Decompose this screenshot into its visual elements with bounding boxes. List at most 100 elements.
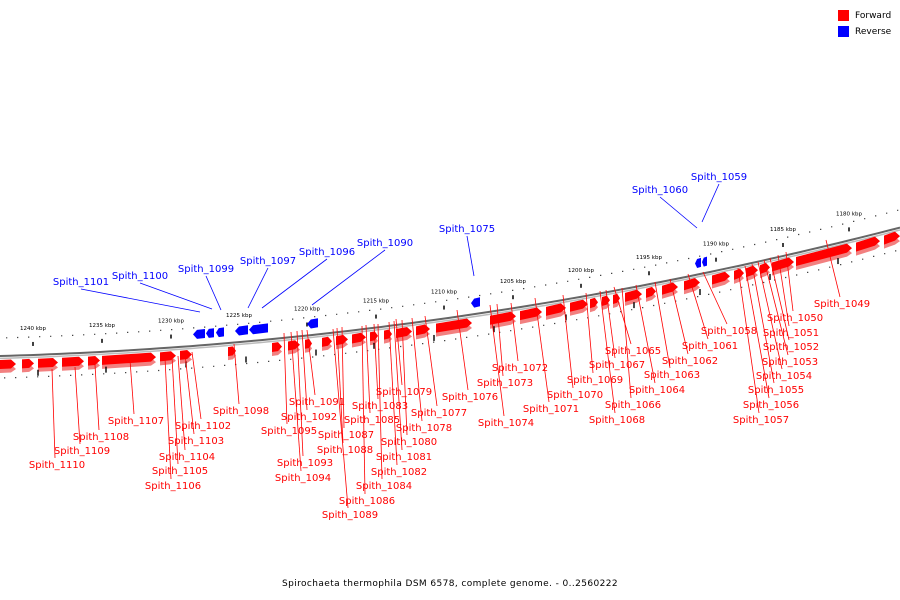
forward-leader [377,323,383,480]
forward-gene-label: Spith_1089 [322,510,378,521]
forward-gene-label: Spith_1109 [54,446,110,457]
forward-gene [796,243,852,267]
forward-leader [365,324,371,414]
forward-leader [456,309,469,391]
forward-gene-label: Spith_1068 [589,415,645,426]
forward-leader [737,267,760,414]
reverse-leader [701,183,720,223]
forward-leader [361,325,366,495]
forward-leader [129,359,135,415]
forward-leader [510,302,519,362]
forward-leader [301,329,308,411]
forward-leader [751,263,775,384]
forward-gene-label: Spith_1055 [748,385,804,396]
reverse-leader [659,196,698,229]
scale-label: 1215 kbp [363,299,389,305]
forward-leader [336,327,344,444]
forward-leader [763,259,789,356]
forward-gene-label: Spith_1091 [289,397,345,408]
forward-leader [424,315,438,407]
forward-gene [62,356,84,367]
forward-gene-label: Spith_1106 [145,481,201,492]
forward-gene-label: Spith_1079 [376,387,432,398]
forward-leader [785,251,794,312]
forward-gene-label: Spith_1061 [682,341,738,352]
reverse-leader [466,235,475,277]
forward-leader [669,278,689,355]
forward-gene-label: Spith_1067 [589,360,645,371]
forward-gene [384,329,392,340]
reverse-swatch [838,26,849,37]
forward-gene [436,318,472,333]
forward-gene-label: Spith_1065 [605,346,661,357]
forward-leader [74,366,81,445]
scale-label: 1235 kbp [89,323,115,329]
legend-item-reverse: Reverse [838,24,898,39]
forward-leader [94,364,100,431]
scale-label: 1180 kbp [836,211,862,217]
scale-label: 1210 kbp [431,290,457,296]
forward-gene-label: Spith_1087 [318,430,374,441]
forward-leader [411,317,423,422]
legend-item-forward: Forward [838,8,898,23]
forward-gene-label: Spith_1088 [317,445,373,456]
forward-leader [757,261,783,370]
reverse-gene [235,325,248,336]
forward-gene-label: Spith_1104 [159,452,215,463]
scale-label: 1190 kbp [703,242,729,248]
forward-leader [393,320,403,451]
forward-gene [0,359,16,369]
forward-gene [180,350,192,360]
forward-gene-label: Spith_1086 [339,496,395,507]
reverse-gene-label: Spith_1100 [112,271,168,282]
forward-gene [570,299,588,312]
reverse-gene-label: Spith_1075 [439,224,495,235]
forward-gene [746,265,758,278]
forward-leader [164,357,172,480]
forward-leader [769,257,790,341]
forward-gene-label: Spith_1105 [152,466,208,477]
forward-gene-label: Spith_1078 [396,423,452,434]
scale-label: 1205 kbp [500,279,526,285]
forward-gene-label: Spith_1080 [381,437,437,448]
forward-gene [760,262,770,275]
forward-gene-label: Spith_1057 [733,415,789,426]
forward-leader [177,355,186,451]
reverse-gene-label: Spith_1099 [178,264,234,275]
legend-label-forward: Forward [855,10,892,21]
forward-leader [777,254,790,327]
forward-leader [401,319,408,436]
forward-gene-label: Spith_1074 [478,418,534,429]
forward-gene-label: Spith_1069 [567,375,623,386]
reverse-gene-label: Spith_1059 [691,172,747,183]
forward-gene [884,231,900,245]
scale-label: 1220 kbp [294,306,320,312]
forward-gene-label: Spith_1082 [371,467,427,478]
forward-leader [585,292,594,374]
forward-gene [288,340,300,351]
forward-leader [184,353,195,435]
forward-leader [496,303,504,377]
forward-gene-label: Spith_1071 [523,404,579,415]
forward-gene-label: Spith_1102 [175,421,231,432]
reverse-gene-label: Spith_1101 [53,277,109,288]
forward-gene [22,358,34,369]
forward-leader [825,239,841,298]
backbone-shadow [0,229,900,360]
forward-gene [272,342,282,353]
reverse-gene-label: Spith_1097 [240,256,296,267]
reverse-leader [311,249,386,306]
forward-gene [396,326,412,339]
forward-gene [322,336,332,347]
forward-leader [702,271,728,325]
forward-gene-label: Spith_1110 [29,460,85,471]
forward-gene-label: Spith_1066 [605,400,661,411]
forward-leader [341,326,345,429]
scale-label: 1225 kbp [226,313,252,319]
forward-gene-label: Spith_1108 [73,432,129,443]
forward-leader [296,330,304,457]
scale-label: 1230 kbp [158,319,184,325]
forward-gene [546,303,566,316]
forward-gene [88,355,100,366]
forward-gene-label: Spith_1064 [629,385,685,396]
